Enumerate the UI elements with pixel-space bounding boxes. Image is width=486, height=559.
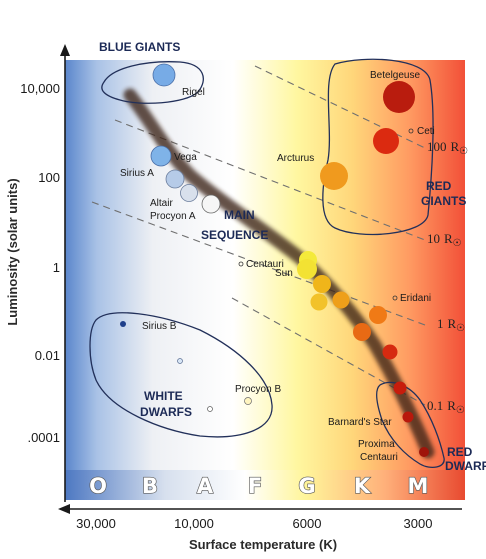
star-proxima <box>419 447 429 457</box>
label-red-giants-1: RED <box>426 179 452 193</box>
star-wd-3 <box>207 406 213 412</box>
y-tick-1: 1 <box>53 260 60 275</box>
white-dwarfs-outline <box>89 312 273 438</box>
star-label-betelgeuse: Betelgeuse <box>370 70 420 81</box>
label-red-giants-2: GIANTS <box>421 194 466 208</box>
star-label-rigel: Rigel <box>182 87 205 98</box>
spectral-class-k: K <box>354 474 371 498</box>
red-dwarfs-outline <box>376 381 445 469</box>
marker-centauri <box>238 261 244 267</box>
label-red-dwarfs-1: RED <box>447 445 473 459</box>
star-arcturus <box>320 162 348 190</box>
star-ms-3 <box>332 291 350 309</box>
x-tick-6000: 6000 <box>293 516 322 531</box>
star-ms-1 <box>313 275 331 293</box>
x-tick-labels: 30,000 10,000 6000 3000 <box>76 516 432 531</box>
star-vega <box>150 145 172 167</box>
radius-label-01: 0.1 R☉ <box>427 398 465 416</box>
x-axis-arrow <box>58 504 70 514</box>
radius-label-100: 100 R☉ <box>427 139 468 157</box>
star-label-proxima: Proxima <box>358 439 395 450</box>
y-tick-labels: 10,000 100 1 0.01 .0001 <box>20 81 60 445</box>
star-label-procyon-b: Procyon B <box>235 384 281 395</box>
x-tick-10000: 10,000 <box>174 516 214 531</box>
x-axis-title: Surface temperature (K) <box>189 537 337 552</box>
star-label-proxima-centauri: Centauri <box>360 452 398 463</box>
y-tick-00001: .0001 <box>27 430 60 445</box>
x-tick-3000: 3000 <box>404 516 433 531</box>
spectral-class-b: B <box>142 474 158 498</box>
star-betelgeuse <box>383 81 415 113</box>
region-outlines <box>89 58 445 469</box>
spectral-class-a: A <box>197 474 214 498</box>
plot-background <box>65 60 465 480</box>
star-ms-2 <box>310 293 328 311</box>
spectral-class-g: G <box>298 474 315 498</box>
star-ceti <box>373 128 399 154</box>
spectral-class-f: F <box>248 474 262 498</box>
spectral-class-labels: O B A F G K M <box>88 473 429 498</box>
label-white-dwarfs-2: DWARFS <box>140 405 192 419</box>
y-tick-100: 100 <box>38 170 60 185</box>
star-barnard <box>402 411 414 423</box>
star-ms-5 <box>382 344 398 360</box>
label-blue-giants: BLUE GIANTS <box>99 40 180 54</box>
star-label-arcturus: Arcturus <box>277 153 314 164</box>
radius-label-10: 10 R☉ <box>427 231 462 249</box>
spectral-class-m: M <box>408 474 429 498</box>
star-procyon-b <box>244 397 252 405</box>
star-label-eridani: Eridani <box>400 293 431 304</box>
star-wd-2 <box>177 358 183 364</box>
y-axis-arrow <box>60 44 70 56</box>
marker-eridani <box>392 295 398 301</box>
star-ms-6 <box>393 381 407 395</box>
radius-labels: 100 R☉ 10 R☉ 1 R☉ 0.1 R☉ <box>427 139 468 416</box>
star-sun <box>297 259 317 279</box>
star-altair <box>180 184 198 202</box>
star-sirius-b <box>120 321 126 327</box>
star-label-sirius-a: Sirius A <box>120 168 154 179</box>
label-white-dwarfs-1: WHITE <box>144 389 183 403</box>
star-label-sun: Sun <box>275 268 293 279</box>
star-label-procyon-a: Procyon A <box>150 211 196 222</box>
radius-label-1: 1 R☉ <box>437 316 465 334</box>
star-eridani <box>369 306 387 324</box>
y-tick-001: 0.01 <box>35 348 60 363</box>
blue-giants-outline <box>101 61 204 104</box>
label-red-dwarfs-2: DWARFS <box>445 459 486 473</box>
x-tick-30000: 30,000 <box>76 516 116 531</box>
spectral-strip <box>65 470 465 500</box>
y-tick-10000: 10,000 <box>20 81 60 96</box>
label-main-sequence-2: SEQUENCE <box>201 228 268 242</box>
star-label-sirius-b: Sirius B <box>142 321 177 332</box>
star-ms-4 <box>353 323 371 341</box>
spectral-class-o: O <box>89 474 107 498</box>
marker-ceti <box>408 128 414 134</box>
star-label-altair: Altair <box>150 198 173 209</box>
star-procyon-a <box>201 194 221 214</box>
star-rigel <box>152 63 176 87</box>
axes <box>58 44 462 514</box>
star-labels: Rigel Betelgeuse Ceti Vega Arcturus Siri… <box>120 70 435 463</box>
star-sirius-a <box>165 169 185 189</box>
star-label-centauri: Centauri <box>246 259 284 270</box>
stars <box>120 63 429 457</box>
star-label-vega: Vega <box>174 152 197 163</box>
star-label-ceti: Ceti <box>417 126 435 137</box>
label-main-sequence-1: MAIN <box>224 208 255 222</box>
star-label-barnards-star: Barnard's Star <box>328 417 392 428</box>
radius-line-10 <box>114 119 426 241</box>
red-giants-outline <box>322 58 434 236</box>
y-axis-title: Luminosity (solar units) <box>5 178 20 325</box>
